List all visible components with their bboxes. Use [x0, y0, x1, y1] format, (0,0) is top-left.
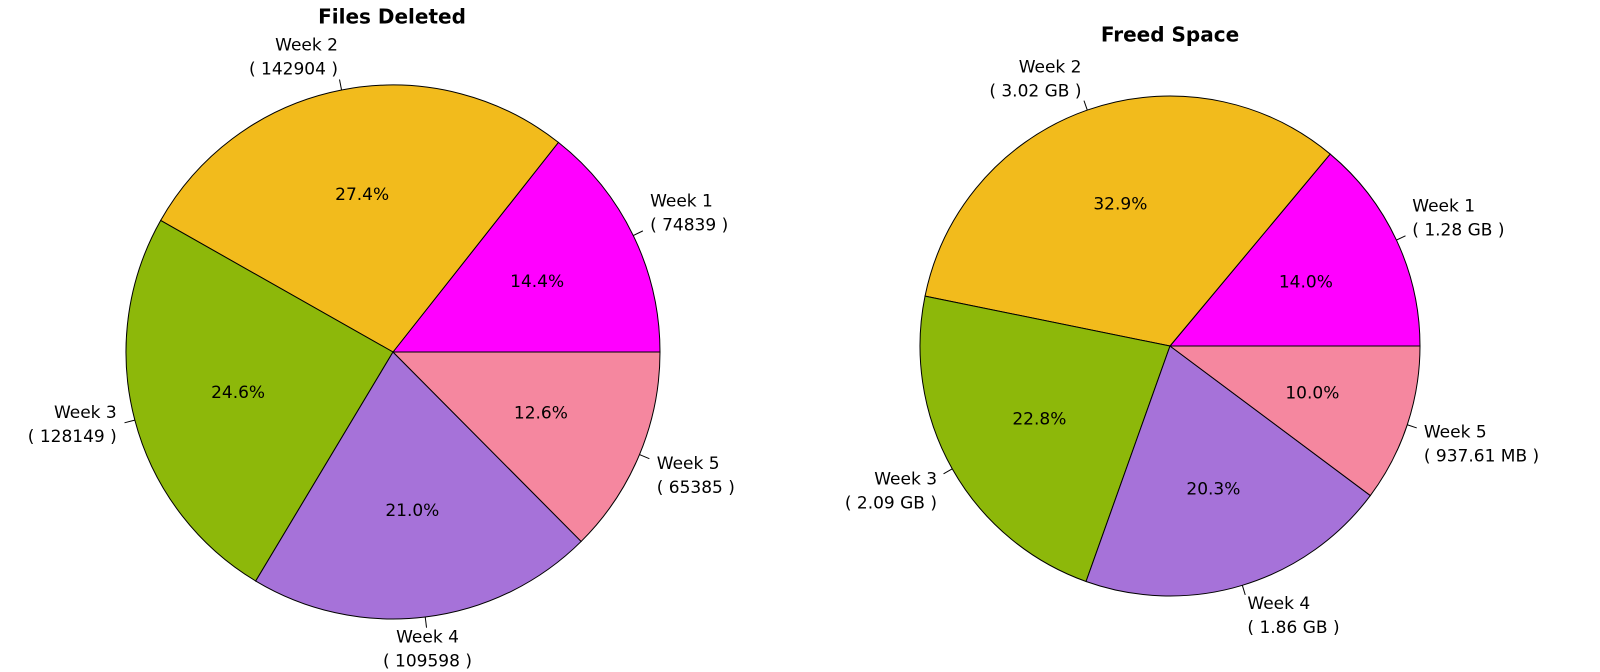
- label-tick: [1083, 100, 1088, 111]
- label-tick: [1396, 235, 1406, 241]
- percent-label: 27.4%: [335, 185, 389, 205]
- percent-label: 14.0%: [1279, 272, 1333, 292]
- category-label: Week 1: [1412, 197, 1475, 217]
- pie-slice: [919, 295, 1171, 583]
- percent-label: 20.3%: [1186, 480, 1240, 500]
- category-label: Week 2: [275, 36, 338, 56]
- category-label: Week 3: [874, 469, 937, 489]
- pie-slice: [391, 141, 661, 353]
- percent-label: 14.4%: [510, 272, 564, 292]
- label-tick: [1407, 424, 1417, 429]
- category-label: Week 4: [396, 628, 459, 648]
- value-label: ( 109598 ): [383, 652, 472, 672]
- category-label: Week 3: [54, 403, 117, 423]
- label-tick: [943, 468, 953, 475]
- percent-label: 32.9%: [1093, 194, 1147, 214]
- category-label: Week 2: [1019, 58, 1082, 78]
- percent-label: 10.0%: [1285, 383, 1339, 403]
- pie-slice: [1085, 345, 1372, 597]
- percent-label: 12.6%: [514, 404, 568, 424]
- category-label: Week 4: [1247, 594, 1310, 614]
- pie-slice: [159, 84, 560, 353]
- value-label: ( 937.61 MB ): [1424, 446, 1539, 466]
- chart-title: Freed Space: [1101, 23, 1239, 47]
- category-label: Week 5: [1424, 422, 1487, 442]
- label-tick: [339, 79, 343, 91]
- value-label: ( 1.28 GB ): [1412, 221, 1504, 241]
- category-label: Week 1: [650, 191, 713, 211]
- pie-slice: [1168, 345, 1421, 497]
- category-label: Week 5: [657, 454, 720, 474]
- value-label: ( 1.86 GB ): [1247, 618, 1339, 638]
- percent-label: 22.8%: [1012, 410, 1066, 430]
- value-label: ( 65385 ): [657, 478, 735, 498]
- label-tick: [124, 419, 135, 424]
- label-tick: [639, 454, 650, 460]
- chart-title: Files Deleted: [318, 5, 466, 29]
- percent-label: 21.0%: [385, 501, 439, 521]
- pie-slice: [1168, 153, 1421, 347]
- value-label: ( 74839 ): [650, 215, 728, 235]
- value-label: ( 3.02 GB ): [989, 82, 1081, 102]
- label-tick: [633, 230, 644, 236]
- label-tick: [424, 616, 428, 628]
- value-label: ( 2.09 GB ): [845, 493, 937, 513]
- value-label: ( 128149 ): [28, 427, 117, 447]
- percent-label: 24.6%: [211, 383, 265, 403]
- value-label: ( 142904 ): [249, 60, 338, 80]
- pie-slice: [125, 219, 394, 582]
- label-tick: [1241, 585, 1246, 596]
